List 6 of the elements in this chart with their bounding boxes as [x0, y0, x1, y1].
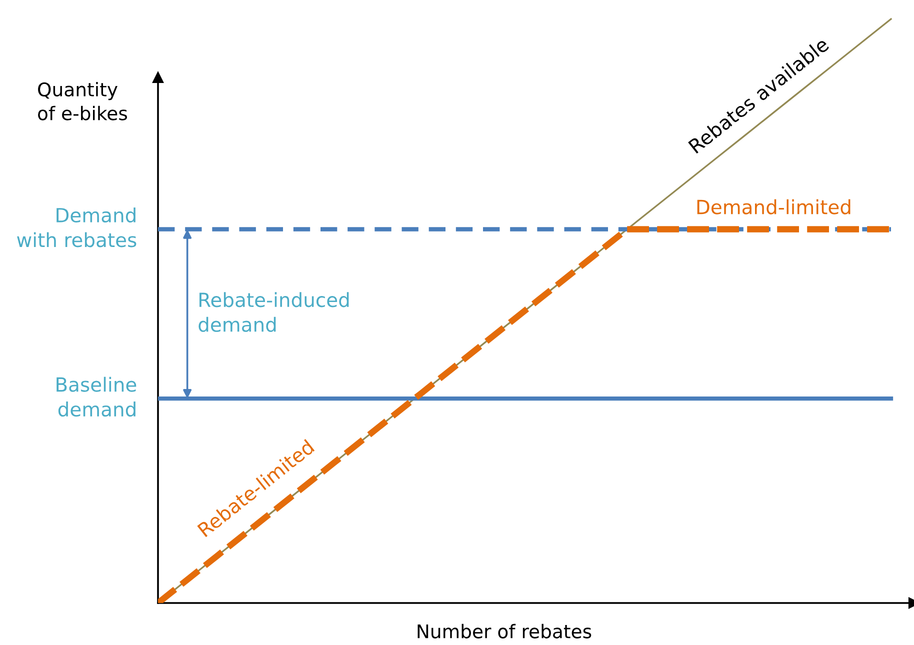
- y-axis-title: Quantity of e-bikes: [38, 82, 128, 120]
- series-label: Demand-limited: [697, 199, 850, 214]
- series-label: Demand with rebates: [17, 207, 136, 248]
- annotation: Rebate-induced demand: [198, 292, 349, 332]
- x-axis-title: Number of rebates: [418, 624, 592, 638]
- series-label: Baseline demand: [56, 376, 136, 417]
